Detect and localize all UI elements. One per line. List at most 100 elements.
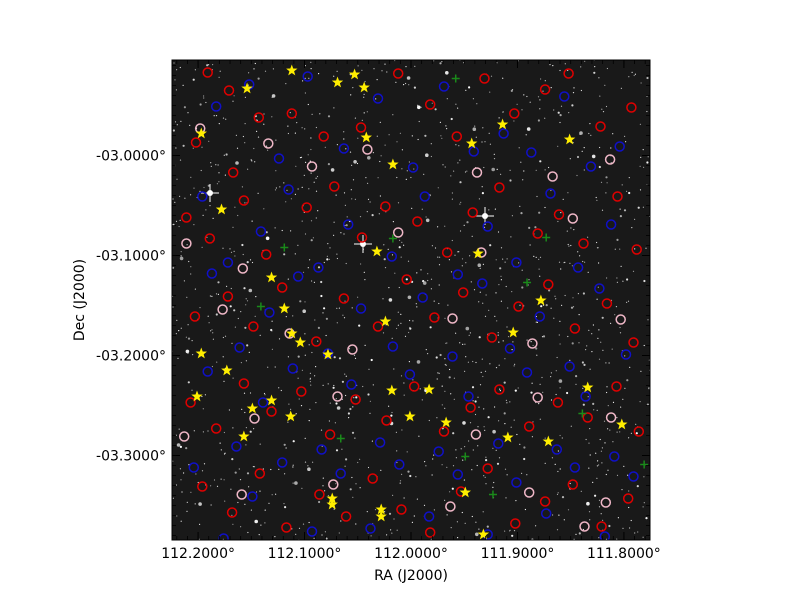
- background-star: [566, 230, 568, 232]
- background-star: [301, 186, 303, 188]
- catalog-marker-circle: [622, 493, 634, 504]
- background-star: [451, 487, 454, 490]
- background-star: [553, 109, 555, 111]
- background-star: [602, 349, 604, 351]
- background-star: [209, 205, 211, 207]
- background-star: [176, 178, 178, 180]
- catalog-marker-circle: [231, 441, 242, 452]
- background-star: [179, 219, 181, 221]
- background-star: [417, 105, 421, 110]
- catalog-marker-circle: [620, 349, 632, 360]
- background-star: [628, 490, 630, 492]
- background-star: [222, 336, 224, 339]
- background-star: [562, 198, 564, 200]
- background-star: [588, 467, 590, 469]
- background-star: [312, 237, 314, 239]
- background-star: [327, 243, 329, 245]
- background-star: [349, 151, 352, 153]
- background-star: [444, 225, 446, 227]
- background-star: [509, 529, 511, 531]
- background-star: [460, 201, 462, 203]
- background-star: [430, 288, 432, 290]
- background-star: [299, 157, 302, 159]
- background-star: [595, 452, 597, 454]
- background-star: [232, 427, 234, 429]
- catalog-marker-circle: [374, 437, 386, 448]
- background-star: [310, 239, 313, 242]
- background-star: [447, 304, 449, 306]
- background-star: [437, 226, 439, 228]
- background-star: [559, 468, 561, 470]
- background-star: [615, 306, 618, 308]
- catalog-marker-plus: [640, 460, 649, 469]
- background-star: [330, 168, 335, 172]
- background-star: [514, 389, 517, 392]
- background-star: [631, 227, 633, 229]
- background-star: [403, 382, 405, 384]
- background-star: [458, 145, 460, 147]
- background-star: [578, 314, 580, 316]
- background-star: [181, 491, 183, 493]
- background-star: [396, 141, 398, 143]
- background-star: [218, 123, 220, 125]
- background-star: [552, 514, 554, 516]
- background-star: [521, 286, 524, 289]
- background-star: [445, 71, 449, 75]
- background-star: [496, 462, 500, 465]
- background-star: [223, 380, 225, 382]
- background-star: [510, 426, 512, 428]
- background-star: [388, 134, 390, 136]
- background-star: [187, 337, 191, 340]
- background-star: [249, 392, 252, 394]
- background-star: [281, 229, 283, 232]
- background-star: [575, 375, 578, 378]
- background-star: [219, 70, 221, 72]
- background-star: [548, 289, 551, 292]
- background-star: [246, 344, 249, 347]
- catalog-marker-circle: [362, 144, 373, 155]
- catalog-marker-circle: [482, 221, 493, 232]
- catalog-marker-circle: [567, 479, 579, 490]
- background-star: [387, 248, 389, 250]
- background-star: [212, 338, 214, 340]
- background-star: [327, 163, 330, 166]
- catalog-marker-star: [459, 486, 471, 498]
- background-star: [236, 147, 239, 149]
- background-star: [275, 187, 277, 189]
- background-star: [182, 84, 184, 86]
- catalog-marker-circle: [227, 167, 239, 178]
- background-star: [218, 181, 220, 183]
- background-star: [534, 226, 537, 229]
- catalog-marker-star: [496, 118, 509, 130]
- catalog-marker-circle: [408, 381, 420, 392]
- catalog-marker-star: [563, 133, 576, 145]
- background-star: [453, 170, 455, 172]
- catalog-markers: [178, 64, 649, 540]
- background-star: [310, 137, 312, 139]
- background-star: [616, 538, 618, 540]
- background-star: [448, 376, 451, 379]
- background-star: [333, 356, 336, 359]
- background-star: [216, 183, 218, 185]
- background-star: [571, 265, 574, 267]
- catalog-marker-circle: [494, 182, 505, 193]
- background-star: [544, 437, 546, 439]
- background-star: [585, 349, 587, 351]
- background-star: [309, 408, 311, 410]
- background-star: [186, 244, 188, 246]
- background-star: [427, 273, 429, 275]
- background-star: [425, 218, 430, 223]
- background-star: [449, 491, 451, 493]
- background-star: [201, 395, 203, 398]
- background-star: [344, 465, 346, 467]
- background-star: [327, 115, 331, 118]
- background-star: [472, 400, 474, 402]
- background-star: [366, 211, 368, 213]
- background-star: [333, 384, 335, 387]
- background-star: [498, 117, 500, 119]
- background-star: [294, 481, 298, 485]
- background-star: [450, 527, 452, 529]
- background-star: [205, 209, 207, 211]
- background-star: [216, 485, 219, 487]
- catalog-marker-plus: [256, 302, 265, 311]
